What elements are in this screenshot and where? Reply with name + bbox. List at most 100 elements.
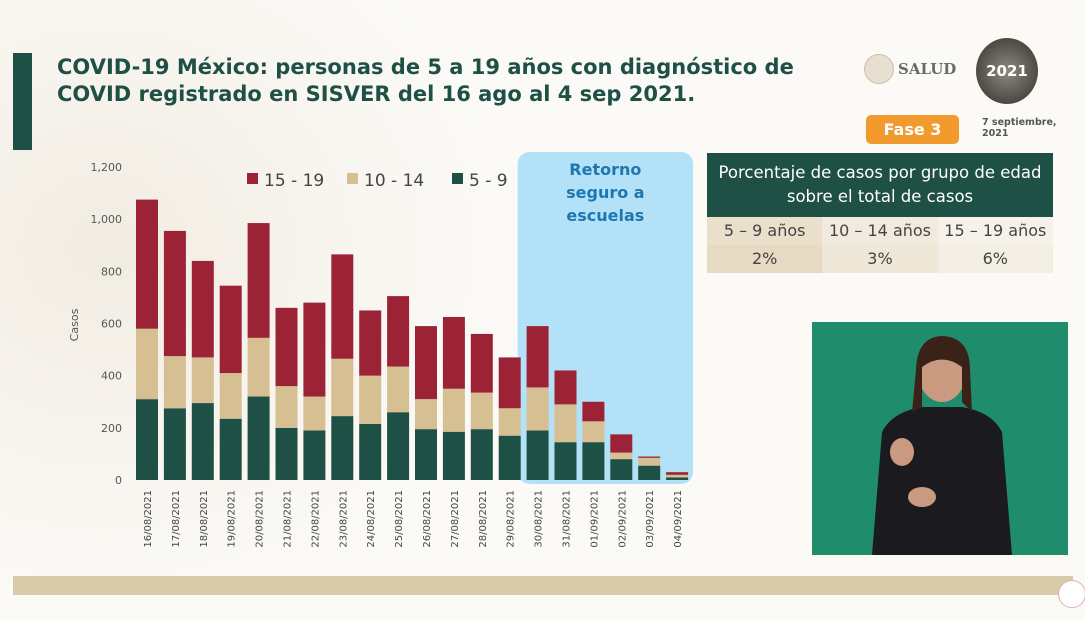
logo-2021: 2021 [976, 38, 1038, 104]
x-tick-label: 18/08/2021 [199, 490, 210, 548]
bar-segment-5-9 [498, 435, 521, 480]
y-tick-label: 0 [115, 474, 122, 487]
bar-segment-5-9 [582, 442, 605, 480]
x-tick-label: 17/08/2021 [171, 490, 182, 548]
y-tick-label: 800 [101, 265, 122, 278]
bar-segment-15-19 [498, 357, 521, 409]
legend-swatch [347, 173, 358, 184]
bar-segment-5-9 [191, 403, 214, 480]
bar-segment-15-19 [331, 254, 354, 359]
legend-swatch [247, 173, 258, 184]
bar-segment-15-19 [136, 199, 158, 329]
footer-bar [13, 576, 1073, 595]
bar-segment-5-9 [303, 430, 326, 480]
x-tick-label: 20/08/2021 [255, 490, 266, 548]
bar-segment-15-19 [219, 285, 242, 374]
bar-segment-15-19 [582, 401, 605, 422]
table-cell: 2% [707, 245, 823, 273]
bar-segment-10-14 [470, 392, 493, 430]
x-tick-label: 22/08/2021 [310, 490, 321, 548]
phase-badge: Fase 3 [866, 115, 959, 144]
x-tick-label: 31/08/2021 [562, 490, 573, 548]
x-tick-label: 27/08/2021 [450, 490, 461, 548]
x-tick-label: 30/08/2021 [534, 490, 545, 548]
bar-segment-10-14 [387, 366, 410, 413]
bar-segment-15-19 [638, 456, 661, 458]
table-cell: 3% [822, 245, 938, 273]
legend-swatch [452, 173, 463, 184]
x-tick-label: 26/08/2021 [422, 490, 433, 548]
table-header: 5 – 9 años [707, 217, 823, 245]
bar-segment-10-14 [247, 337, 270, 397]
bar-segment-5-9 [331, 416, 354, 480]
annotation-line: seguro a [566, 183, 644, 202]
bar-segment-5-9 [470, 429, 493, 480]
seal-icon [864, 54, 894, 84]
bar-segment-5-9 [247, 396, 270, 480]
bar-segment-10-14 [442, 388, 465, 432]
percentage-table: Porcentaje de casos por grupo de edad so… [707, 153, 1053, 273]
page-title: COVID-19 México: personas de 5 a 19 años… [57, 55, 794, 106]
y-tick-label: 1,000 [91, 213, 123, 226]
bar-segment-10-14 [582, 421, 605, 443]
bar-segment-5-9 [526, 430, 549, 480]
bar-segment-5-9 [219, 418, 242, 480]
bar-segment-5-9 [442, 431, 465, 480]
y-tick-label: 600 [101, 318, 122, 331]
bar-segment-5-9 [387, 412, 410, 480]
x-tick-label: 02/09/2021 [617, 490, 628, 548]
legend-label: 5 - 9 [469, 171, 508, 191]
bar-segment-5-9 [638, 465, 661, 480]
bar-segment-10-14 [554, 404, 577, 443]
interpreter-silhouette [872, 336, 1012, 555]
bar-segment-5-9 [136, 399, 158, 480]
bar-segment-15-19 [387, 296, 410, 367]
y-tick-label: 200 [101, 422, 122, 435]
bar-segment-5-9 [415, 429, 437, 480]
bar-segment-10-14 [303, 396, 326, 431]
bar-segment-10-14 [610, 452, 633, 460]
sign-language-interpreter-video [812, 322, 1068, 555]
bar-segment-5-9 [359, 423, 382, 480]
salud-logo: SALUD [864, 54, 956, 84]
bar-segment-10-14 [415, 399, 437, 430]
bar-segment-10-14 [666, 474, 689, 478]
y-tick-label: 1,200 [91, 161, 123, 174]
x-tick-label: 24/08/2021 [366, 490, 377, 548]
bar-segment-5-9 [610, 459, 633, 480]
x-tick-label: 21/08/2021 [283, 490, 294, 548]
bar-segment-10-14 [163, 356, 186, 409]
bar-segment-10-14 [219, 373, 242, 419]
bar-segment-15-19 [303, 302, 326, 397]
y-axis-label: Casos [68, 308, 81, 341]
annotation-line: escuelas [566, 206, 644, 225]
bar-segment-5-9 [666, 477, 689, 480]
x-tick-label: 16/08/2021 [143, 490, 154, 548]
x-tick-label: 03/09/2021 [645, 490, 656, 548]
bar-segment-5-9 [163, 408, 186, 480]
bar-segment-15-19 [610, 434, 633, 453]
bar-segment-15-19 [415, 326, 437, 400]
bar-segment-15-19 [163, 230, 186, 357]
annotation-text: Retorno seguro a escuelas [566, 160, 644, 225]
bar-segment-10-14 [136, 328, 158, 400]
bar-segment-5-9 [275, 427, 298, 480]
y-tick-label: 400 [101, 370, 122, 383]
bar-segment-15-19 [526, 326, 549, 388]
annotation-line: Retorno [569, 160, 641, 179]
x-tick-label: 19/08/2021 [227, 490, 238, 548]
bar-segment-15-19 [442, 316, 465, 389]
date-label: 7 septiembre, 2021 [982, 117, 1057, 139]
corner-logo [1058, 580, 1085, 608]
x-tick-label: 23/08/2021 [338, 490, 349, 548]
legend-label: 15 - 19 [264, 171, 324, 191]
bar-segment-10-14 [331, 358, 354, 417]
legend-label: 10 - 14 [364, 171, 424, 191]
bar-segment-15-19 [666, 472, 689, 475]
accent-bar [13, 53, 32, 150]
bar-segment-15-19 [247, 223, 270, 338]
table-title: Porcentaje de casos por grupo de edad so… [707, 153, 1053, 217]
bar-segment-10-14 [191, 357, 214, 404]
table-header: 10 – 14 años [822, 217, 938, 245]
